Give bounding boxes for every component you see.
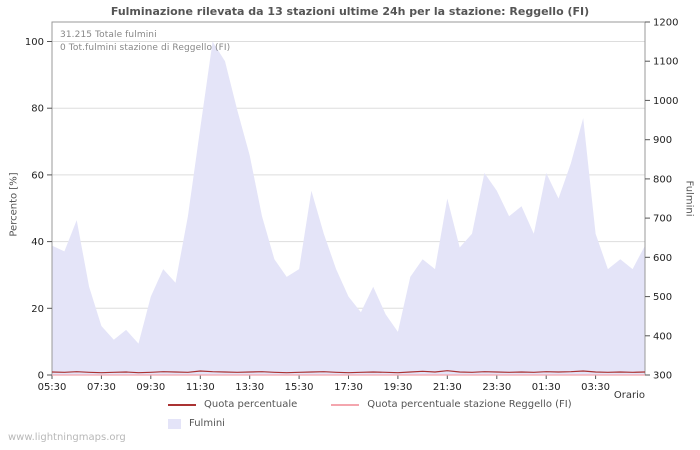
- right-axis-tick-label: 800: [653, 174, 672, 185]
- quota-line-swatch-icon: [168, 403, 196, 406]
- left-axis-tick-label: 40: [31, 237, 44, 248]
- annotation-total-fulmini: 31.215 Totale fulmini: [60, 30, 157, 40]
- right-axis-tick-label: 700: [653, 214, 672, 225]
- chart-title: Fulminazione rilevata da 13 stazioni ult…: [110, 5, 590, 18]
- x-axis-tick-label: 15:30: [285, 382, 314, 393]
- right-axis-tick-label: 400: [653, 331, 672, 342]
- x-axis-tick-label: 13:30: [235, 382, 264, 393]
- x-axis-tick-label: 11:30: [186, 382, 215, 393]
- x-axis-tick-label: 05:30: [38, 382, 67, 393]
- right-axis-tick-label: 600: [653, 253, 672, 264]
- right-axis-tick-label: 1100: [653, 57, 678, 68]
- left-axis-tick-label: 80: [31, 104, 44, 115]
- x-axis-tick-label: 09:30: [136, 382, 165, 393]
- x-axis-tick-label: 23:30: [482, 382, 511, 393]
- left-axis-title: Percento [%]: [8, 172, 20, 237]
- fulmini-area-series: [52, 41, 645, 375]
- left-axis-tick-label: 20: [31, 304, 44, 315]
- x-axis-tick-label: 17:30: [334, 382, 363, 393]
- x-axis-tick-label: 01:30: [532, 382, 561, 393]
- quota-percentuale-line: [51, 370, 646, 374]
- legend-item-station: Quota percentuale stazione Reggello (FI): [331, 399, 572, 410]
- legend-label-station: Quota percentuale stazione Reggello (FI): [367, 399, 572, 410]
- fulmini-area-swatch-icon: [168, 418, 181, 429]
- station-line-swatch-icon: [331, 403, 360, 406]
- chart-legend: Quota percentuale Quota percentuale staz…: [168, 399, 606, 437]
- right-axis-tick-label: 300: [653, 371, 672, 382]
- left-axis-tick-label: 60: [31, 170, 44, 181]
- x-axis-tick-label: 21:30: [433, 382, 462, 393]
- legend-row-lines: Quota percentuale Quota percentuale staz…: [168, 399, 606, 410]
- x-axis-tick-label: 03:30: [581, 382, 610, 393]
- right-axis-tick-label: 1000: [653, 96, 678, 107]
- x-axis-tick-label: 19:30: [383, 382, 412, 393]
- legend-row-area: Fulmini: [168, 418, 606, 429]
- left-axis-tick-label: 100: [25, 37, 44, 48]
- right-axis-tick-label: 1200: [653, 18, 678, 29]
- right-axis-tick-label: 500: [653, 292, 672, 303]
- legend-label-quota: Quota percentuale: [204, 399, 298, 410]
- watermark: www.lightningmaps.org: [8, 432, 126, 443]
- legend-item-quota: Quota percentuale: [168, 399, 297, 410]
- left-axis-tick-label: 0: [38, 371, 44, 382]
- x-axis-title: Orario: [613, 390, 645, 401]
- legend-item-fulmini: Fulmini: [168, 418, 225, 429]
- right-axis-tick-label: 900: [653, 135, 672, 146]
- legend-label-fulmini: Fulmini: [189, 418, 225, 429]
- x-axis-tick-label: 07:30: [87, 382, 116, 393]
- annotation-station-total: 0 Tot.fulmini stazione di Reggello (FI): [60, 43, 231, 53]
- right-axis-title: Fulmini: [683, 180, 695, 217]
